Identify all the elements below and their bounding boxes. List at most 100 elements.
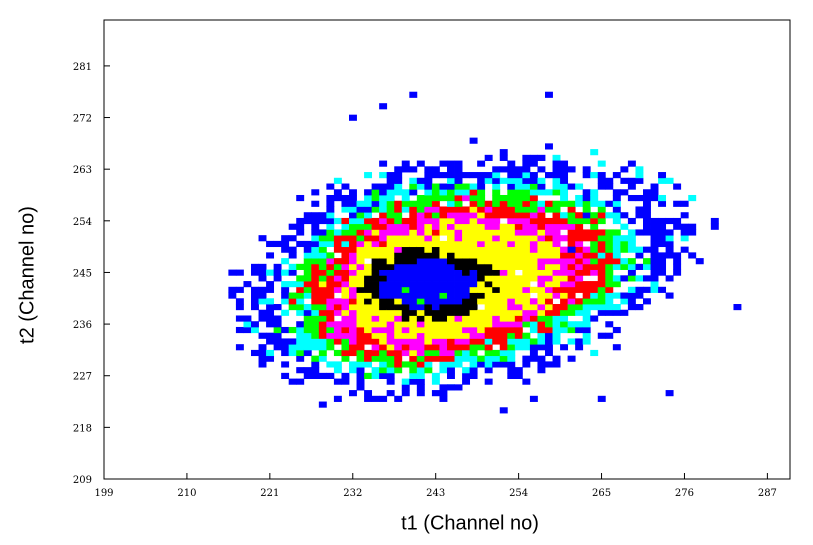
heatmap-cell [484, 240, 493, 248]
heatmap-cell [469, 349, 478, 357]
heatmap-cell [492, 240, 501, 248]
heatmap-cell [416, 372, 425, 379]
heatmap-cell [469, 292, 478, 299]
heatmap-cell [311, 361, 320, 368]
heatmap-cell [356, 240, 365, 248]
heatmap-cell [394, 286, 403, 293]
heatmap-cell [612, 235, 621, 242]
heatmap-cell [356, 332, 365, 339]
heatmap-cell [333, 367, 342, 374]
heatmap-cell [439, 240, 448, 248]
heatmap-cell [326, 240, 335, 248]
heatmap-cell [447, 252, 455, 259]
heatmap-cell [522, 269, 531, 276]
heatmap-cell [326, 194, 335, 202]
heatmap-cell [605, 309, 614, 316]
heatmap-cell [333, 332, 342, 339]
heatmap-cell [379, 200, 388, 207]
heatmap-cell [349, 344, 357, 351]
heatmap-cell [590, 212, 599, 219]
x-tick-label: 254 [509, 488, 528, 499]
heatmap-cell [567, 263, 576, 270]
heatmap-cell [439, 367, 448, 374]
heatmap-cell [499, 240, 508, 248]
heatmap-cell [612, 292, 621, 299]
heatmap-cell [333, 321, 342, 328]
heatmap-cell [507, 372, 516, 379]
heatmap-cell [575, 258, 584, 265]
heatmap-cell [394, 269, 403, 276]
heatmap-cell [590, 194, 599, 202]
heatmap-cell [454, 309, 463, 316]
heatmap-cell [447, 200, 455, 207]
heatmap-cell [462, 258, 471, 265]
heatmap-cell [318, 235, 327, 242]
heatmap-cell [439, 304, 448, 311]
heatmap-cell [311, 252, 320, 259]
heatmap-cell [326, 338, 335, 345]
x-tick-label: 287 [758, 488, 777, 499]
heatmap-cell [567, 229, 576, 236]
heatmap-cell [627, 194, 636, 202]
heatmap-cell [296, 304, 305, 311]
heatmap-cell [424, 217, 433, 225]
heatmap-cell [318, 240, 327, 248]
heatmap-cell [349, 194, 357, 202]
heatmap-cell [454, 344, 463, 351]
heatmap-cell [477, 281, 486, 288]
heatmap-cell [341, 372, 350, 379]
heatmap-cell [590, 252, 599, 259]
heatmap-cell [627, 269, 636, 276]
heatmap-cell [552, 206, 561, 213]
heatmap-cell [341, 223, 350, 230]
heatmap-cell [477, 292, 486, 299]
heatmap-cell [612, 217, 621, 225]
heatmap-cell [545, 200, 553, 207]
heatmap-cell [507, 240, 516, 248]
heatmap-cell [499, 275, 508, 282]
heatmap-cell [386, 235, 395, 242]
heatmap-cell [386, 372, 395, 379]
heatmap-cell [386, 304, 395, 311]
heatmap-cell [356, 217, 365, 225]
heatmap-cell [582, 229, 591, 236]
heatmap-cell [688, 223, 697, 230]
heatmap-cell [439, 269, 448, 276]
heatmap-cell [507, 183, 516, 190]
heatmap-cell [514, 189, 523, 196]
heatmap-cell [597, 286, 606, 293]
heatmap-cell [492, 172, 501, 179]
heatmap-cell [514, 298, 523, 305]
heatmap-cell [318, 315, 327, 322]
heatmap-cell [650, 183, 659, 190]
heatmap-cell [394, 172, 403, 179]
heatmap-cell [454, 298, 463, 305]
heatmap-cell [288, 344, 297, 351]
heatmap-cell [567, 246, 576, 253]
heatmap-cell [477, 326, 486, 334]
heatmap-cell [552, 160, 561, 167]
heatmap-cell [552, 332, 561, 339]
heatmap-cell [650, 194, 659, 202]
heatmap-cell [575, 263, 584, 270]
heatmap-cell [484, 298, 493, 305]
heatmap-cell [409, 246, 418, 253]
heatmap-cell [318, 246, 327, 253]
heatmap-cell [447, 344, 455, 351]
heatmap-cell [582, 166, 591, 173]
heatmap-cell [575, 235, 584, 242]
heatmap-cell [447, 235, 455, 242]
heatmap-cell [560, 172, 569, 179]
heatmap-cell [537, 367, 546, 374]
heatmap-cell [477, 160, 486, 167]
heatmap-cell [590, 258, 599, 265]
heatmap-cell [627, 298, 636, 305]
heatmap-cell [356, 252, 365, 259]
heatmap-cell [251, 304, 259, 311]
heatmap-cell [424, 246, 433, 253]
heatmap-cell [326, 326, 335, 334]
heatmap-cell [522, 223, 531, 230]
heatmap-cell [477, 355, 486, 362]
heatmap-cell [394, 183, 403, 190]
heatmap-cell [447, 172, 455, 179]
